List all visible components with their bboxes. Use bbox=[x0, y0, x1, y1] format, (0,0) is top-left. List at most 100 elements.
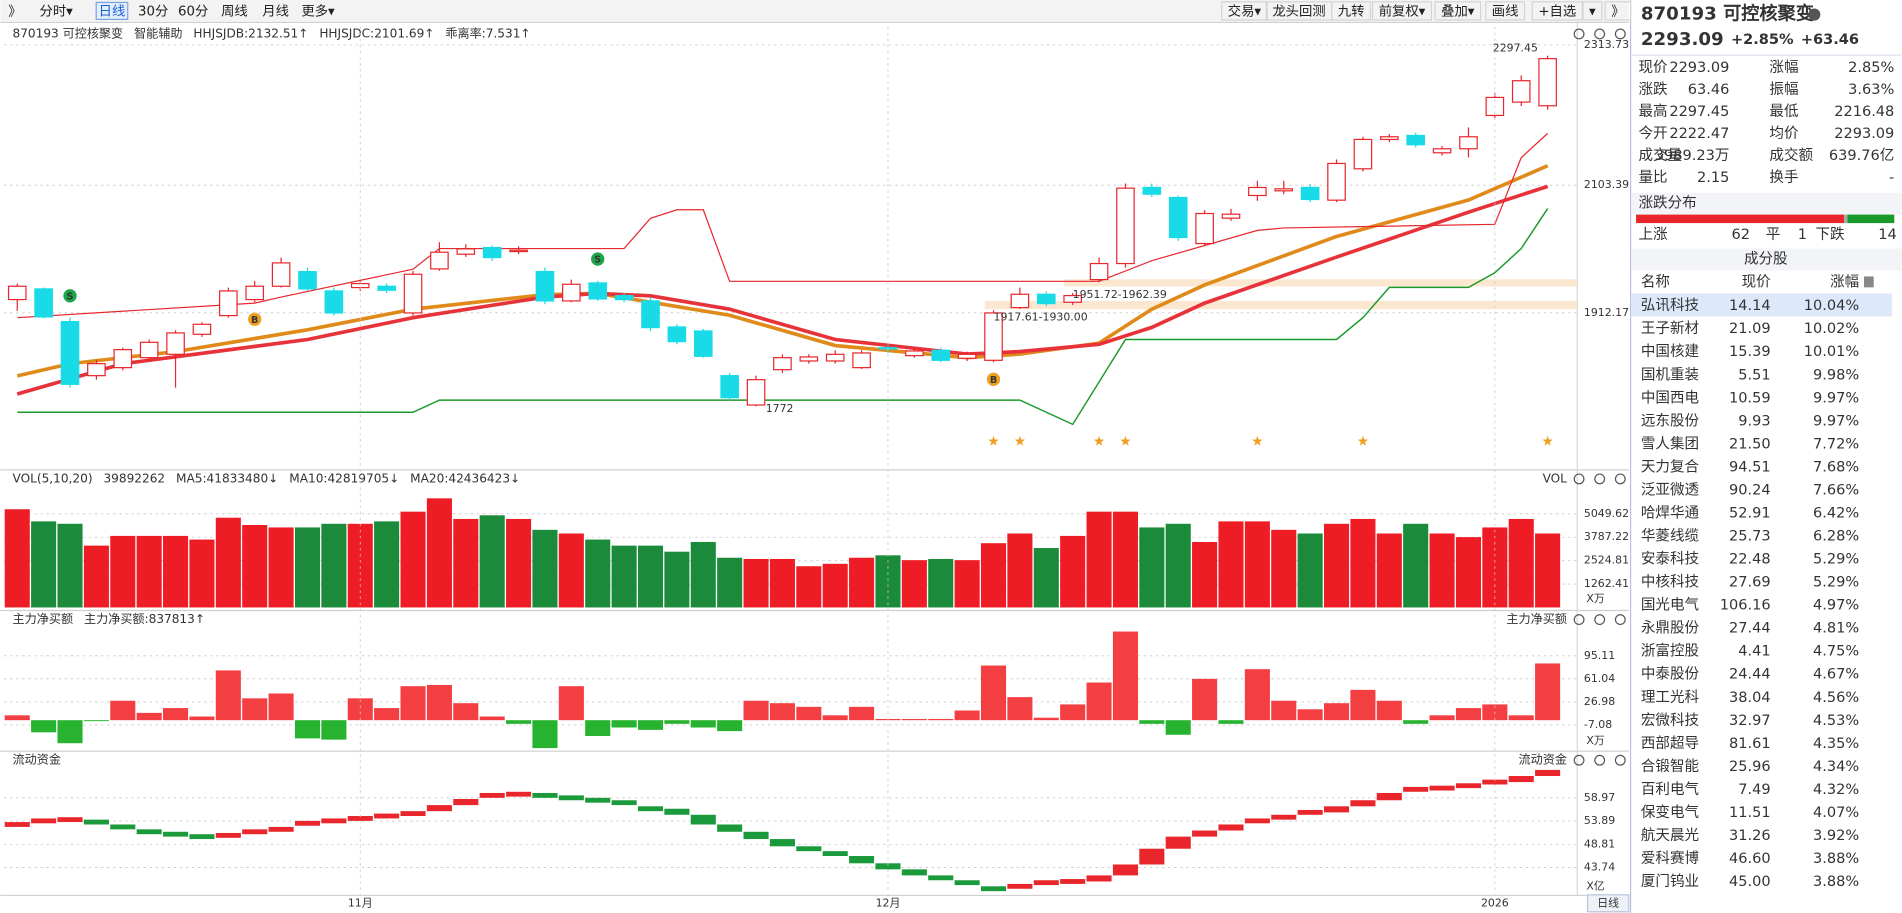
stock-change[interactable]: 6.28% bbox=[1813, 529, 1859, 545]
stock-change[interactable]: 3.88% bbox=[1813, 874, 1859, 890]
panel-icon[interactable] bbox=[1573, 614, 1585, 626]
stock-price[interactable]: 7.49 bbox=[1738, 782, 1770, 798]
stock-name[interactable]: 厦门钨业 bbox=[1641, 873, 1699, 890]
panel-icon[interactable] bbox=[1594, 614, 1606, 626]
stock-name[interactable]: 永鼎股份 bbox=[1641, 620, 1700, 637]
stock-name[interactable]: 合锻智能 bbox=[1641, 758, 1699, 775]
panel-icon[interactable] bbox=[1614, 614, 1626, 626]
stock-name[interactable]: 宏微科技 bbox=[1641, 712, 1700, 729]
stock-change[interactable]: 5.29% bbox=[1813, 552, 1859, 568]
stock-name[interactable]: 远东股份 bbox=[1641, 412, 1700, 429]
toolbar-button[interactable]: 》 bbox=[8, 5, 21, 20]
stock-name[interactable]: 国机重装 bbox=[1641, 366, 1699, 383]
toolbar-button-frame[interactable] bbox=[1604, 1, 1632, 21]
toolbar-button[interactable]: 日线 bbox=[99, 4, 126, 20]
stock-price[interactable]: 27.69 bbox=[1729, 575, 1771, 591]
toolbar-button[interactable]: +自选 bbox=[1538, 4, 1576, 20]
stock-price[interactable]: 4.41 bbox=[1738, 644, 1770, 660]
stock-change[interactable]: 4.07% bbox=[1813, 805, 1859, 821]
stock-change[interactable]: 4.97% bbox=[1813, 598, 1859, 614]
toolbar-button[interactable]: 龙头回测 bbox=[1272, 4, 1325, 20]
stock-name[interactable]: 哈焊华通 bbox=[1641, 504, 1700, 521]
toolbar-button[interactable]: 周线 bbox=[221, 4, 248, 20]
toolbar-button[interactable]: ▾ bbox=[1589, 5, 1596, 20]
toolbar-button[interactable]: 月线 bbox=[262, 4, 289, 20]
panel-icon[interactable] bbox=[1573, 754, 1585, 766]
stock-change[interactable]: 10.02% bbox=[1804, 321, 1859, 337]
stock-change[interactable]: 7.72% bbox=[1813, 436, 1859, 452]
stock-change[interactable]: 5.29% bbox=[1813, 575, 1859, 591]
stock-name[interactable]: 国光电气 bbox=[1641, 597, 1699, 614]
stock-name[interactable]: 中国核建 bbox=[1641, 343, 1699, 360]
stock-change[interactable]: 4.34% bbox=[1813, 759, 1859, 775]
toolbar-button-frame[interactable] bbox=[1221, 1, 1268, 21]
panel-icon[interactable] bbox=[1614, 473, 1626, 485]
stock-price[interactable]: 9.93 bbox=[1738, 413, 1770, 429]
stock-name[interactable]: 华菱线缆 bbox=[1641, 528, 1699, 545]
column-header[interactable]: 现价 bbox=[1742, 275, 1772, 291]
stock-price[interactable]: 31.26 bbox=[1729, 828, 1771, 844]
stock-change[interactable]: 10.04% bbox=[1804, 298, 1859, 314]
stock-change[interactable]: 9.98% bbox=[1813, 367, 1859, 383]
panel-icon[interactable] bbox=[1594, 28, 1606, 40]
toolbar-button-frame[interactable] bbox=[1582, 1, 1603, 21]
stock-price[interactable]: 27.44 bbox=[1729, 621, 1771, 637]
stock-name[interactable]: 浙富控股 bbox=[1641, 642, 1700, 660]
panel-icon[interactable] bbox=[1614, 28, 1626, 40]
stock-change[interactable]: 4.67% bbox=[1813, 667, 1859, 683]
stock-price[interactable]: 25.73 bbox=[1729, 529, 1771, 545]
stock-change[interactable]: 9.97% bbox=[1813, 413, 1859, 429]
stock-change[interactable]: 4.56% bbox=[1813, 690, 1859, 706]
stock-price[interactable]: 38.04 bbox=[1729, 690, 1771, 706]
stock-change[interactable]: 4.35% bbox=[1813, 736, 1859, 752]
stock-name[interactable]: 中核科技 bbox=[1641, 574, 1700, 591]
stock-name[interactable]: 安泰科技 bbox=[1641, 551, 1700, 568]
toolbar-button-frame[interactable] bbox=[1434, 1, 1482, 21]
stock-price[interactable]: 22.48 bbox=[1729, 552, 1771, 568]
toolbar-button[interactable]: 画线 bbox=[1492, 4, 1519, 20]
stock-price[interactable]: 94.51 bbox=[1729, 459, 1771, 475]
column-header[interactable]: 名称 bbox=[1641, 274, 1670, 291]
stock-price[interactable]: 21.09 bbox=[1729, 321, 1771, 337]
toolbar-button[interactable]: 》 bbox=[1611, 5, 1624, 20]
stock-name[interactable]: 弘讯科技 bbox=[1641, 297, 1700, 314]
stock-price[interactable]: 25.96 bbox=[1729, 759, 1771, 775]
stock-price[interactable]: 106.16 bbox=[1720, 598, 1771, 614]
toolbar-button-frame[interactable] bbox=[1485, 1, 1526, 21]
stock-name[interactable]: 中国西电 bbox=[1641, 389, 1699, 406]
stock-change[interactable]: 6.42% bbox=[1813, 505, 1859, 521]
stock-name[interactable]: 百利电气 bbox=[1641, 781, 1699, 798]
stock-change[interactable]: 4.81% bbox=[1813, 621, 1859, 637]
stock-price[interactable]: 32.97 bbox=[1729, 713, 1771, 729]
stock-name[interactable]: 泛亚微透 bbox=[1641, 481, 1700, 498]
panel-icon[interactable] bbox=[1573, 473, 1585, 485]
period-label[interactable]: 日线 bbox=[1597, 895, 1619, 909]
stock-name[interactable]: 理工光科 bbox=[1641, 689, 1700, 706]
toolbar-button-frame[interactable] bbox=[1331, 1, 1372, 21]
stock-name[interactable]: 雪人集团 bbox=[1641, 435, 1699, 452]
panel-icon[interactable] bbox=[1614, 754, 1626, 766]
stock-price[interactable]: 11.51 bbox=[1729, 805, 1771, 821]
stock-change[interactable]: 10.01% bbox=[1804, 344, 1859, 360]
toolbar-button[interactable]: 叠加▾ bbox=[1441, 4, 1475, 20]
stock-name[interactable]: 中泰股份 bbox=[1641, 666, 1700, 683]
stock-name[interactable]: 保变电气 bbox=[1641, 804, 1699, 821]
column-header[interactable]: 涨幅 bbox=[1830, 274, 1859, 291]
toolbar-button-frame[interactable] bbox=[1372, 1, 1433, 21]
toolbar-button[interactable]: 30分 bbox=[138, 4, 168, 20]
toolbar-button[interactable]: 60分 bbox=[178, 4, 208, 20]
stock-price[interactable]: 15.39 bbox=[1729, 344, 1771, 360]
stock-price[interactable]: 46.60 bbox=[1729, 851, 1771, 867]
stock-change[interactable]: 4.53% bbox=[1813, 713, 1859, 729]
stock-name[interactable]: 王子新材 bbox=[1641, 320, 1699, 337]
period-box[interactable] bbox=[1586, 894, 1630, 913]
active-tab[interactable] bbox=[95, 1, 129, 21]
toolbar-button[interactable]: 交易▾ bbox=[1228, 3, 1262, 20]
stock-change[interactable]: 3.88% bbox=[1813, 851, 1859, 867]
stock-name[interactable]: 爱科赛博 bbox=[1641, 850, 1699, 867]
sort-icon[interactable] bbox=[1864, 276, 1874, 288]
toolbar-button[interactable]: 分时▾ bbox=[40, 4, 74, 20]
stock-price[interactable]: 21.50 bbox=[1729, 436, 1771, 452]
stock-change[interactable]: 7.68% bbox=[1813, 459, 1859, 475]
toolbar-button[interactable]: 前复权▾ bbox=[1379, 3, 1426, 20]
